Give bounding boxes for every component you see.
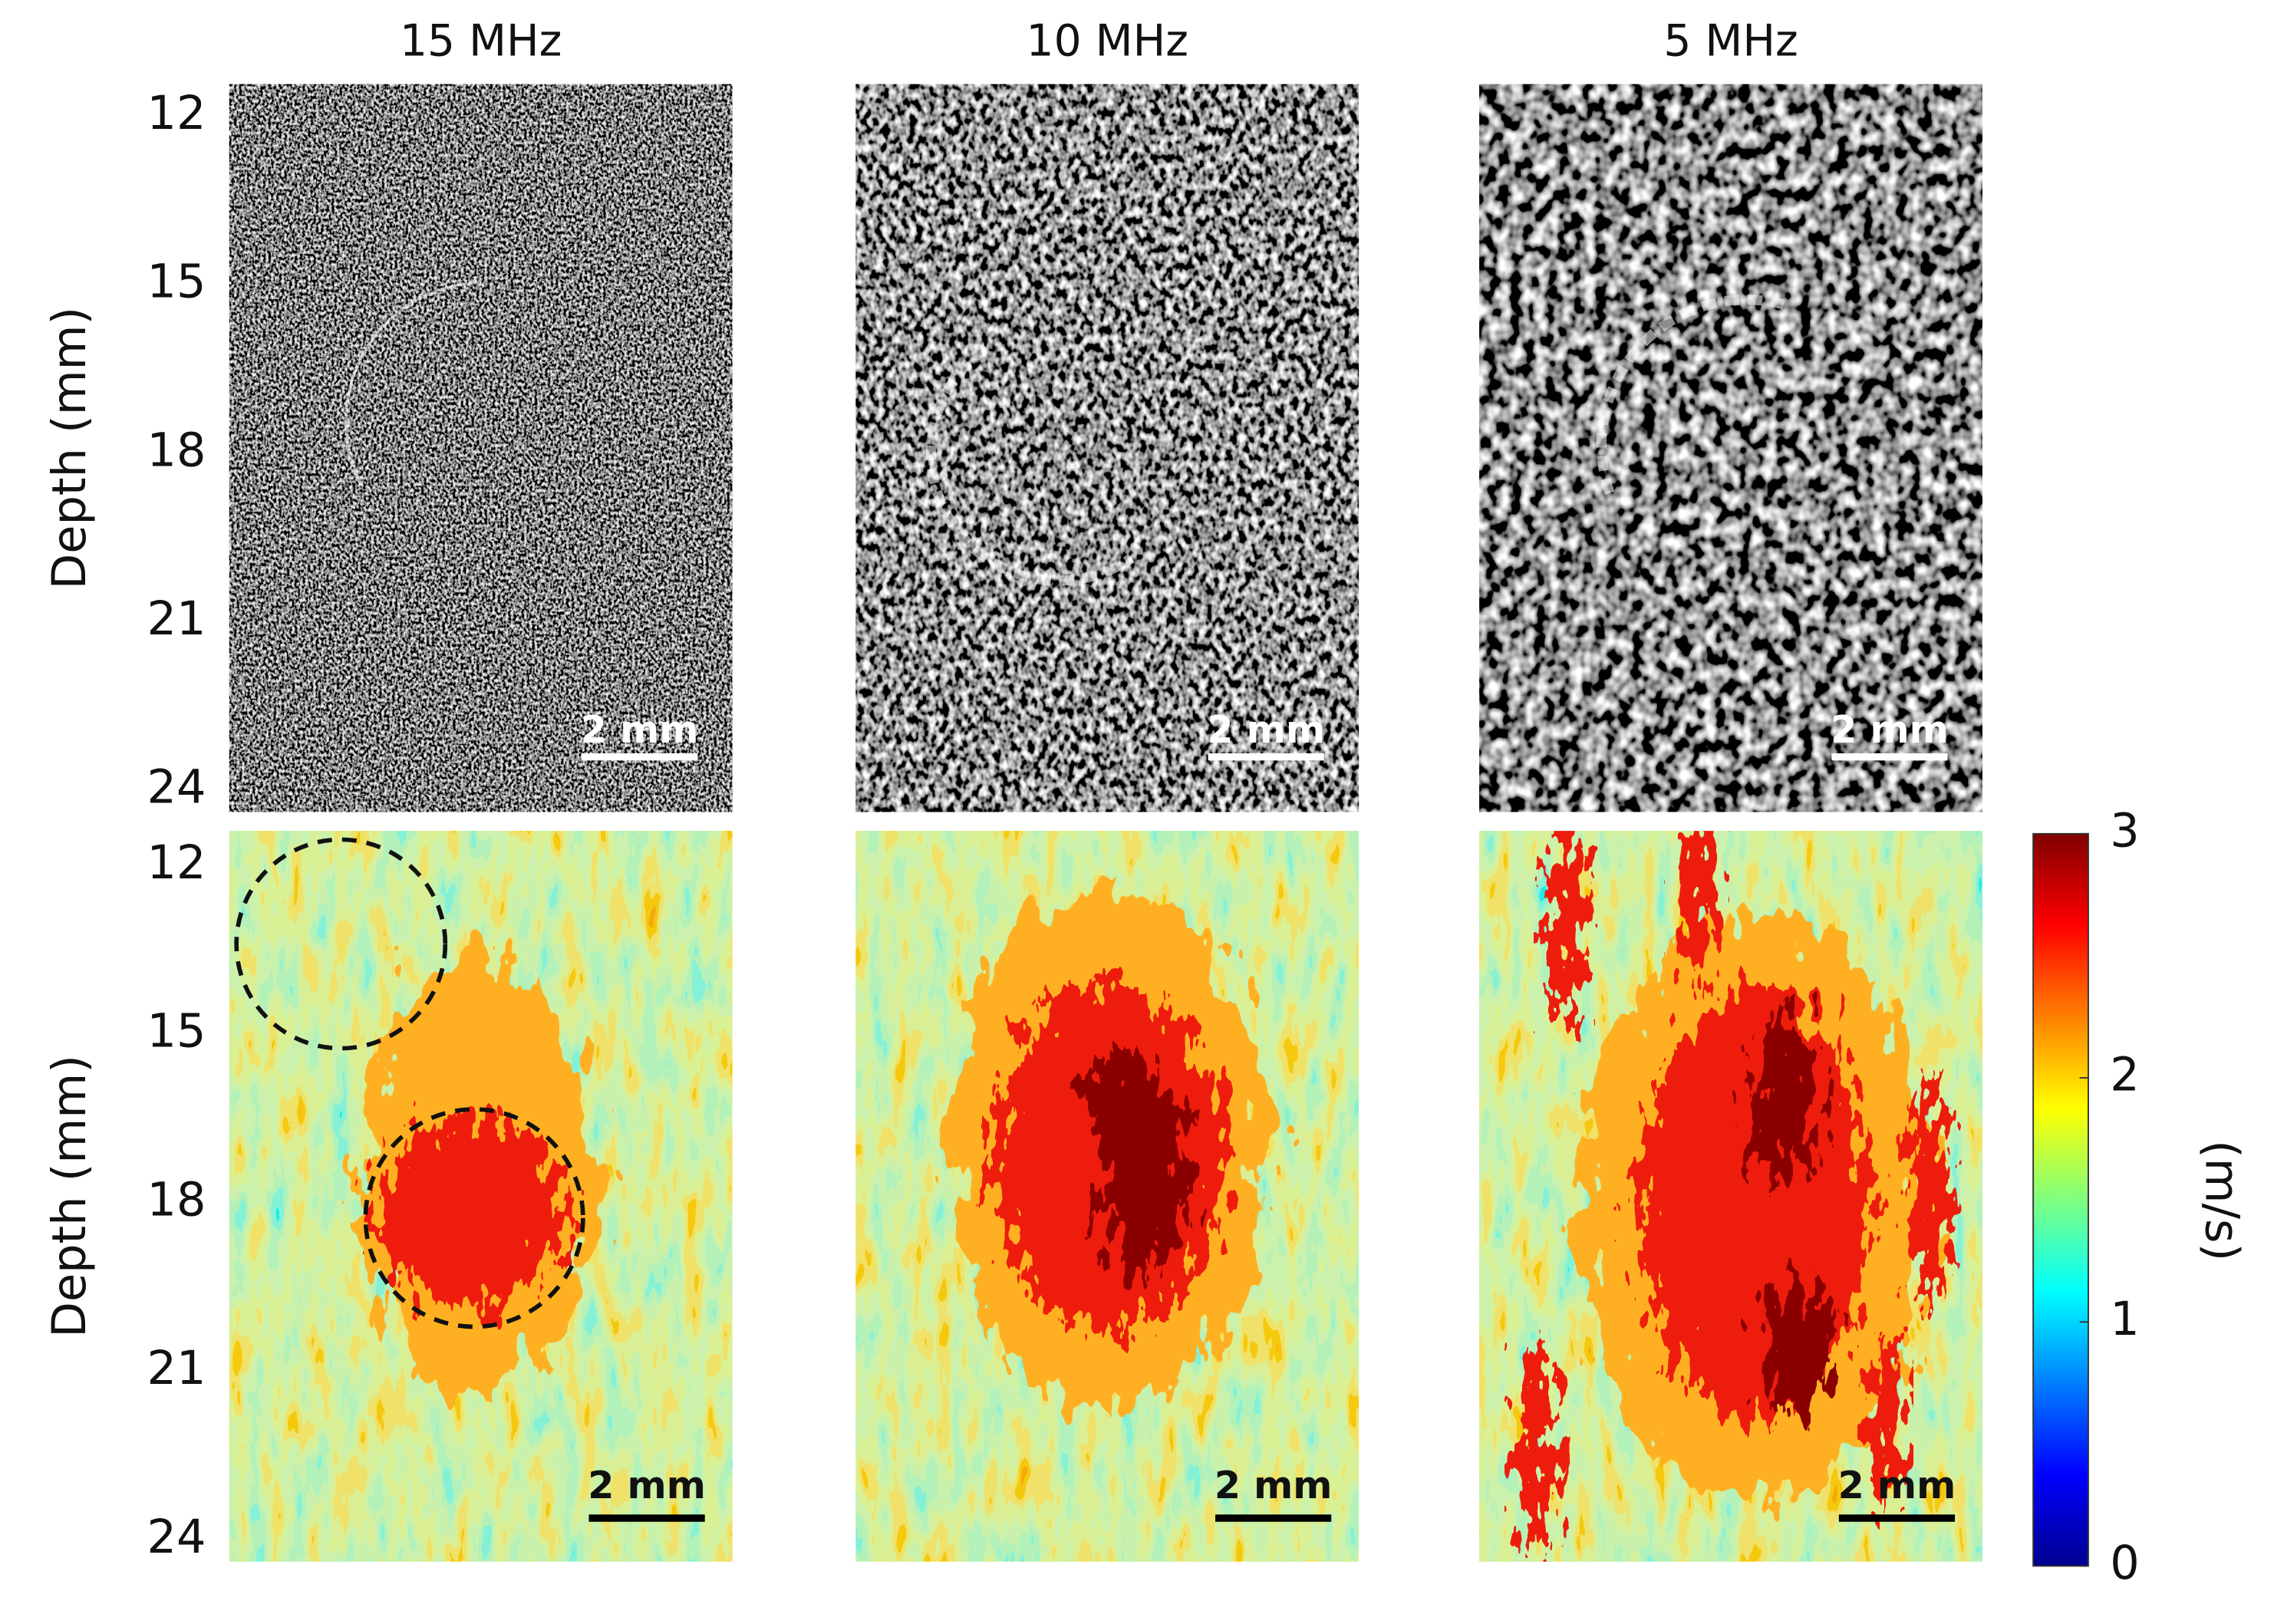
colorbar-tick-label: 0 <box>2110 1537 2139 1590</box>
y-tick-label: 24 <box>147 761 206 815</box>
speed-map: 2 mm <box>229 831 733 1562</box>
inclusion-core <box>1908 1072 1949 1306</box>
colorbar-label: (m/s) <box>2194 1140 2248 1261</box>
scale-bar-label: 2 mm <box>581 707 699 752</box>
inclusion-peak <box>1087 1051 1146 1153</box>
inclusion-peak <box>1752 1015 1816 1189</box>
scale-bar-label: 2 mm <box>588 1463 706 1507</box>
inclusion-peak <box>1762 1283 1835 1414</box>
inclusion-core <box>1517 1348 1558 1552</box>
y-axis-label: Depth (mm) <box>43 307 97 589</box>
inclusion-core <box>1867 1333 1903 1508</box>
scale-bar-label: 2 mm <box>1831 707 1949 752</box>
roi-circle <box>234 837 448 1051</box>
inclusion-ring <box>1596 294 1785 495</box>
y-tick-label: 18 <box>147 1173 206 1227</box>
column-title: 5 MHz <box>1663 15 1798 66</box>
speed-map: 2 mm <box>855 831 1359 1562</box>
scale-bar-label: 2 mm <box>1214 1463 1333 1507</box>
y-tick-label: 21 <box>147 592 206 646</box>
speckle <box>229 84 733 812</box>
inclusion-core <box>1036 986 1110 1102</box>
inclusion-core <box>1639 986 1871 1421</box>
y-tick-label: 21 <box>147 1342 206 1395</box>
speckle <box>1479 84 1982 812</box>
colorbar <box>2032 832 2089 1567</box>
scale-bar-label: 2 mm <box>1838 1463 1956 1507</box>
colorbar-tick-label: 2 <box>2110 1049 2139 1102</box>
bmode-image: 2 mm <box>1479 84 1982 812</box>
inclusion-ring <box>344 281 479 487</box>
scale-bar-label: 2 mm <box>1207 707 1325 752</box>
y-tick-label: 24 <box>147 1510 206 1564</box>
y-tick-label: 15 <box>147 1005 206 1059</box>
y-tick-label: 15 <box>147 255 206 309</box>
y-axis-label: Depth (mm) <box>43 1055 97 1337</box>
roi-circle <box>363 1107 585 1329</box>
column-title: 10 MHz <box>1027 15 1188 66</box>
bmode-image: 2 mm <box>855 84 1359 812</box>
speckle <box>855 84 1359 812</box>
y-tick-label: 12 <box>147 836 206 890</box>
colorbar-tick-label: 3 <box>2110 804 2139 858</box>
speed-map: 2 mm <box>1479 831 1982 1562</box>
y-tick-label: 12 <box>147 87 206 140</box>
colorbar-tick-label: 1 <box>2110 1293 2139 1346</box>
inclusion-core <box>1546 831 1587 1029</box>
inclusion-core <box>377 1116 566 1306</box>
inclusion-core <box>1676 831 1718 987</box>
column-title: 15 MHz <box>400 15 562 66</box>
bmode-image: 2 mm <box>229 84 733 812</box>
y-tick-label: 18 <box>147 423 206 477</box>
